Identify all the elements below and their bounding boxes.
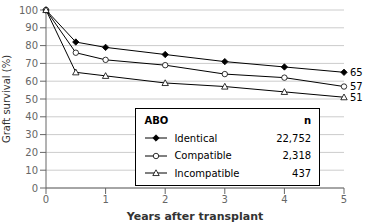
svg-text:90: 90 xyxy=(25,22,38,33)
html-text:n: n xyxy=(304,115,312,127)
svg-text:60: 60 xyxy=(25,76,38,87)
svg-text:80: 80 xyxy=(25,40,38,51)
html-text:437: 437 xyxy=(292,167,312,179)
svg-text:40: 40 xyxy=(25,111,38,122)
svg-text:51: 51 xyxy=(350,92,360,103)
html-text:Identical: Identical xyxy=(174,132,218,144)
svg-text:57: 57 xyxy=(350,81,360,92)
svg-text:3: 3 xyxy=(222,194,228,205)
svg-text:50: 50 xyxy=(25,94,38,105)
html-text:22,752: 22,752 xyxy=(276,132,312,144)
svg-text:70: 70 xyxy=(25,58,38,69)
svg-text:4: 4 xyxy=(281,194,287,205)
svg-text:30: 30 xyxy=(25,129,38,140)
svg-text:2: 2 xyxy=(162,194,168,205)
html-text:Compatible: Compatible xyxy=(174,150,232,162)
svg-text:100: 100 xyxy=(19,5,38,16)
html-text:Incompatible: Incompatible xyxy=(174,167,240,179)
svg-text:65: 65 xyxy=(350,67,360,78)
svg-text:0: 0 xyxy=(43,194,49,205)
svg-text:10: 10 xyxy=(25,165,38,176)
svg-text:0: 0 xyxy=(32,183,38,194)
svg-text:Graft survival (%): Graft survival (%) xyxy=(8,55,12,143)
html-text:2,318: 2,318 xyxy=(282,150,312,162)
svg-text:20: 20 xyxy=(25,147,38,158)
svg-text:Years after transplant: Years after transplant xyxy=(126,210,263,223)
svg-text:5: 5 xyxy=(341,194,347,205)
html-text:ABO: ABO xyxy=(144,115,169,127)
svg-text:1: 1 xyxy=(102,194,108,205)
